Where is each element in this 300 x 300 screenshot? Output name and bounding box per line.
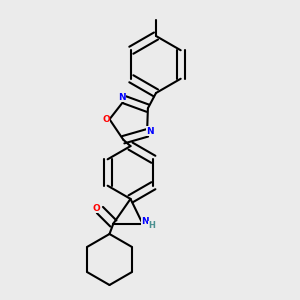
Text: H: H bbox=[148, 221, 155, 230]
Text: O: O bbox=[92, 204, 100, 213]
Text: O: O bbox=[102, 115, 110, 124]
Text: N: N bbox=[118, 93, 125, 102]
Text: N: N bbox=[146, 127, 154, 136]
Text: N: N bbox=[141, 218, 149, 226]
